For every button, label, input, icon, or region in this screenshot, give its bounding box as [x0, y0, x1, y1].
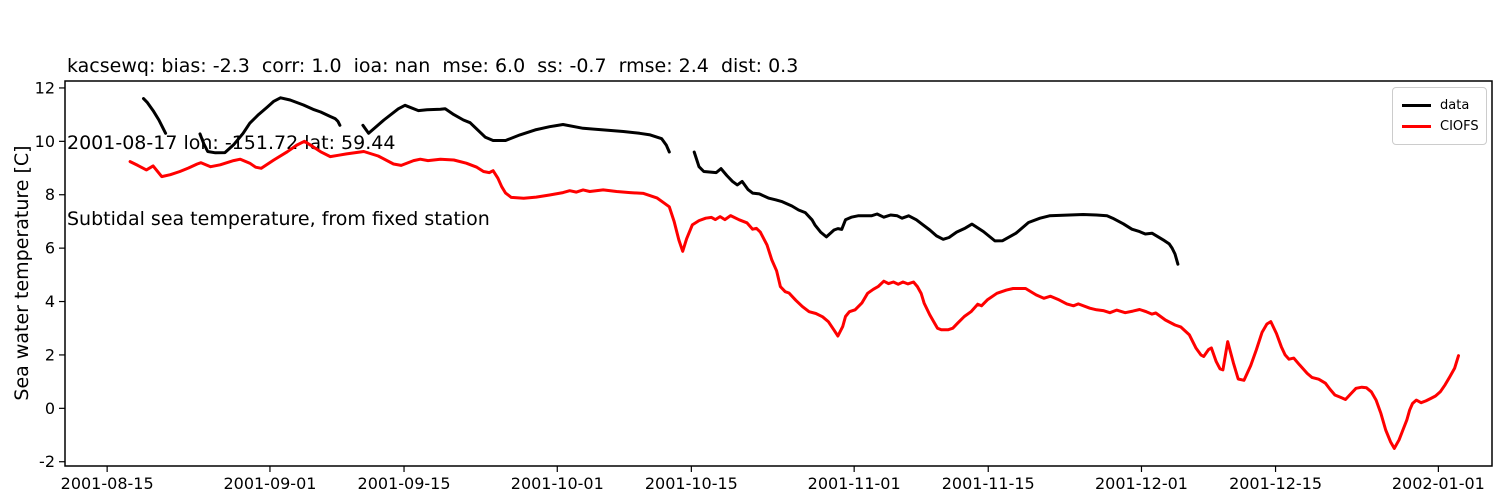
title-location-line: 2001-08-17 lon: -151.72 lat: 59.44 [67, 131, 396, 154]
legend-line-sample-ciofs [1402, 125, 1431, 128]
title-stats-line: kacsewq: bias: -2.3 corr: 1.0 ioa: nan m… [67, 55, 799, 77]
y-tick-label: 10 [35, 132, 55, 151]
x-tick-label: 2001-11-15 [942, 474, 1035, 493]
x-tick-label: 2001-09-15 [358, 474, 451, 493]
y-tick-label: 8 [45, 185, 55, 204]
series-line-ciofs [128, 139, 1460, 450]
legend: data CIOFS [1392, 87, 1487, 145]
y-tick-label: -2 [39, 452, 55, 471]
series-line-data [692, 150, 1180, 266]
legend-label-ciofs: CIOFS [1440, 119, 1479, 134]
series-line-data [361, 103, 671, 154]
y-tick-label: 0 [45, 399, 55, 418]
title-description-line: Subtidal sea temperature, from fixed sta… [67, 208, 490, 230]
y-tick-label: 2 [45, 345, 55, 364]
chart-title: kacsewq: bias: -2.3 corr: 1.0 ioa: nan m… [67, 3, 798, 284]
legend-label-data: data [1440, 98, 1470, 113]
x-tick-label: 2001-09-01 [223, 474, 316, 493]
legend-entry-ciofs: CIOFS [1402, 116, 1479, 137]
x-tick-label: 2001-10-15 [645, 474, 738, 493]
y-tick-label: 6 [45, 239, 55, 258]
x-tick-label: 2001-12-15 [1229, 474, 1322, 493]
x-tick-label: 2001-11-01 [808, 474, 901, 493]
x-tick-label: 2001-12-01 [1095, 474, 1188, 493]
series-line-data [198, 96, 342, 155]
y-tick-label: 4 [45, 292, 55, 311]
x-tick-label: 2001-10-01 [511, 474, 604, 493]
series-line-data [142, 97, 168, 135]
y-tick-label: 12 [35, 78, 55, 97]
legend-line-sample-data [1402, 104, 1431, 107]
x-tick-label: 2002-01-01 [1392, 474, 1485, 493]
legend-entry-data: data [1402, 95, 1477, 116]
axes-frame [64, 80, 1493, 467]
x-tick-label: 2001-08-15 [61, 474, 154, 493]
